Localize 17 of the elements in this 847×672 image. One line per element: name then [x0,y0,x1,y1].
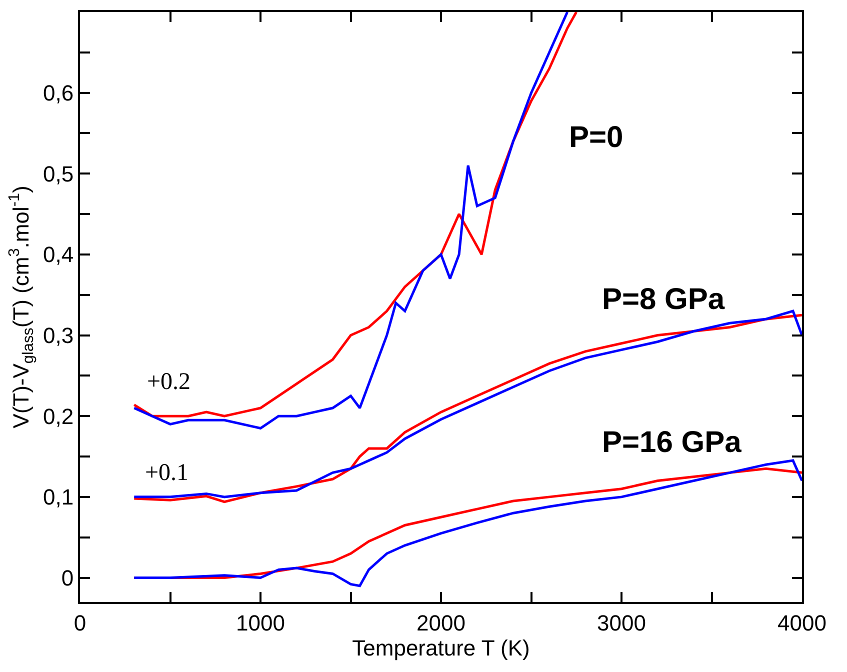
y-tick-label: 0,5 [43,161,74,186]
x-tick-label: 1000 [236,610,285,636]
x-tick-label: 4000 [778,610,826,636]
annotation: P=0 [569,121,624,154]
annotation: P=8 GPa [602,283,725,316]
y-tick-label: 0,2 [43,404,74,429]
annotation: +0.2 [147,369,191,395]
y-tick-label: 0,4 [43,242,74,268]
x-axis-title: Temperature T (K) [352,635,530,660]
annotation: P=16 GPa [602,426,742,459]
y-tick-label: 0 [61,565,74,590]
x-tick-label: 3000 [597,610,646,636]
annotation: +0.1 [145,460,189,486]
y-tick-label: 0,6 [43,80,74,106]
y-tick-label: 0,3 [43,322,74,348]
y-tick-label: 0,1 [43,484,74,510]
x-tick-label: 2000 [416,610,466,636]
